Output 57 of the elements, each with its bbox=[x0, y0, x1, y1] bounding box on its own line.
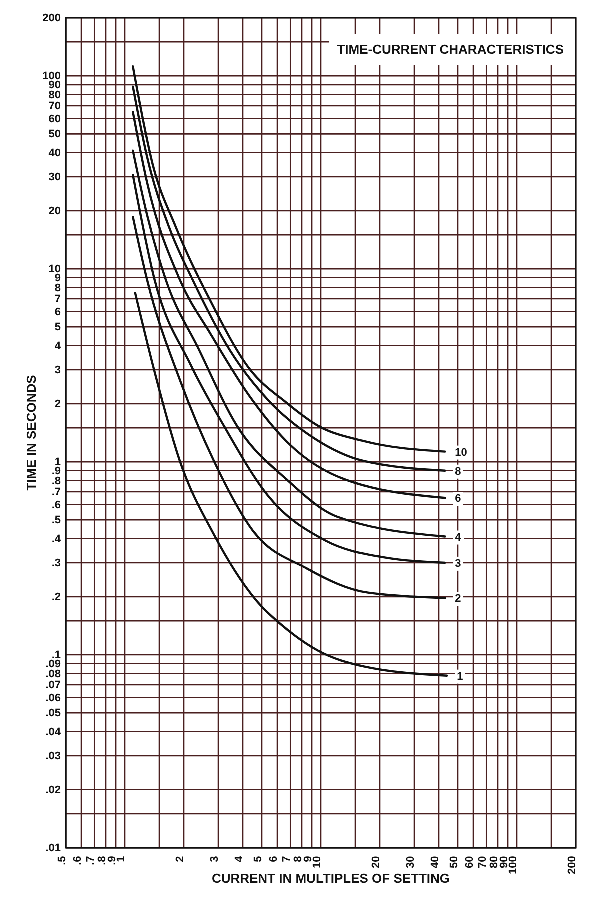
y-tick-label: .9 bbox=[52, 465, 61, 478]
x-tick-label: .6 bbox=[72, 856, 84, 866]
y-tick-label: .07 bbox=[46, 679, 61, 692]
y-tick-label: 6 bbox=[54, 306, 61, 318]
y-tick-label: 90 bbox=[48, 79, 61, 92]
text: TIME-CURRENT CHARACTERISTICS bbox=[337, 42, 564, 58]
y-tick-label: .05 bbox=[46, 708, 61, 720]
x-tick-label: 60 bbox=[464, 856, 476, 868]
y-tick-label: .4 bbox=[52, 533, 62, 546]
y-tick-label: 2 bbox=[54, 398, 61, 410]
y-tick-label: 60 bbox=[48, 113, 61, 126]
y-tick-label: .5 bbox=[52, 514, 61, 527]
y-tick-label: .06 bbox=[46, 692, 61, 704]
x-tick-label: 80 bbox=[488, 856, 500, 868]
y-tick-label: 30 bbox=[48, 172, 61, 184]
x-tick-label: 7 bbox=[281, 856, 294, 862]
y-tick-label: .01 bbox=[46, 842, 61, 855]
y-tick-label: .2 bbox=[52, 591, 61, 604]
x-tick-label: 3 bbox=[208, 856, 221, 862]
y-tick-label: .6 bbox=[52, 499, 61, 512]
y-tick-label: .7 bbox=[52, 486, 61, 498]
y-tick-label: 50 bbox=[48, 128, 61, 141]
y-tick-label: .02 bbox=[46, 784, 61, 796]
y-tick-label: 40 bbox=[48, 147, 61, 160]
y-tick-label: 5 bbox=[54, 322, 61, 334]
x-tick-label: .8 bbox=[96, 856, 108, 866]
y-tick-label: .09 bbox=[46, 658, 61, 670]
x-tick-label: 8 bbox=[292, 856, 304, 862]
y-tick-label: 9 bbox=[54, 272, 61, 284]
x-tick-label: 2 bbox=[174, 856, 186, 862]
x-tick-label: 50 bbox=[448, 856, 460, 868]
y-tick-label: 4 bbox=[54, 340, 62, 352]
y-tick-label: .08 bbox=[46, 668, 61, 680]
x-axis-title: CURRENT IN MULTIPLES OF SETTING bbox=[212, 871, 450, 886]
y-tick-label: 20 bbox=[48, 205, 61, 218]
x-tick-label: 20 bbox=[370, 856, 382, 868]
y-tick-label: 3 bbox=[54, 364, 61, 376]
x-tick-label: 70 bbox=[477, 856, 490, 868]
y-tick-label: 80 bbox=[48, 89, 61, 102]
y-tick-label: .03 bbox=[46, 750, 61, 762]
x-tick-label: 10 bbox=[311, 856, 324, 868]
y-tick-label: .3 bbox=[52, 557, 61, 570]
x-tick-label: 4 bbox=[233, 855, 246, 862]
x-tick-label: .7 bbox=[85, 856, 98, 866]
x-tick-label: 5 bbox=[252, 856, 264, 862]
y-tick-label: 70 bbox=[48, 100, 61, 113]
x-tick-label: 6 bbox=[268, 856, 280, 862]
x-tick-label: 100 bbox=[507, 856, 520, 875]
x-tick-label: 30 bbox=[404, 856, 417, 868]
x-tick-label: 200 bbox=[566, 856, 578, 875]
y-tick-label: 200 bbox=[42, 12, 61, 25]
y-axis-title: TIME IN SECONDS bbox=[24, 374, 39, 491]
y-tick-label: 7 bbox=[54, 293, 61, 306]
y-tick-label: .8 bbox=[52, 475, 61, 488]
y-tick-label: .04 bbox=[46, 726, 62, 738]
x-tick-label: 40 bbox=[429, 856, 442, 868]
y-tick-label: 8 bbox=[54, 282, 61, 294]
